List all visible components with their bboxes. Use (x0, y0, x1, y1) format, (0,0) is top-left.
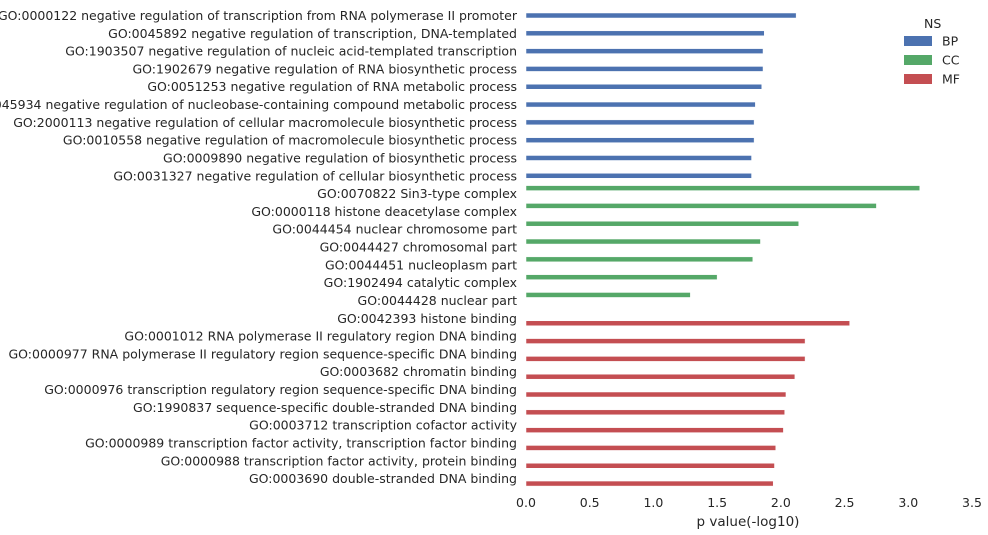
bar-bp (525, 48, 764, 54)
category-label: GO:1902679 negative regulation of RNA bi… (132, 61, 517, 76)
x-axis-title: p value(-log10) (697, 514, 800, 530)
legend-swatch-mf (904, 74, 932, 84)
x-tick-label: 3.5 (962, 495, 982, 510)
x-tick-label: 1.5 (707, 495, 727, 510)
bar-bp (525, 12, 797, 19)
bar-cc (525, 256, 754, 263)
category-label: GO:0000976 transcription regulatory regi… (44, 382, 517, 397)
category-label: GO:0045892 negative regulation of transc… (108, 26, 517, 41)
x-axis-ticks-group: 0.0 0.5 1.0 1.5 2.0 2.5 3.0 3.5 (516, 495, 982, 510)
bar-bp (525, 155, 752, 161)
bar-bp (525, 83, 762, 90)
bar-bp (525, 66, 764, 72)
x-tick-label: 3.0 (898, 495, 918, 510)
bar-cc (525, 292, 691, 298)
category-label: GO:0045934 negative regulation of nucleo… (0, 97, 517, 112)
legend-title: NS (924, 16, 941, 31)
category-label: GO:1902494 catalytic complex (324, 275, 517, 290)
category-label: GO:2000113 negative regulation of cellul… (13, 115, 517, 130)
legend-swatch-cc (904, 55, 932, 65)
category-label: GO:0051253 negative regulation of RNA me… (147, 79, 517, 94)
bar-mf (525, 445, 777, 451)
bar-mf (525, 356, 806, 362)
category-label: GO:0044427 chromosomal part (320, 240, 517, 255)
category-label: GO:0003682 chromatin binding (320, 364, 517, 379)
category-label: GO:1903507 negative regulation of nuclei… (65, 44, 517, 59)
category-label: GO:0070822 Sin3-type complex (317, 186, 517, 201)
legend: NS BP CC MF (904, 16, 960, 87)
legend-label-mf: MF (942, 72, 960, 87)
bar-mf (525, 427, 784, 433)
legend-label-cc: CC (942, 53, 960, 68)
category-label: GO:0044428 nuclear part (358, 293, 518, 308)
category-labels-group: GO:0000122 negative regulation of transc… (0, 8, 518, 486)
category-label: GO:0003690 double-stranded DNA binding (249, 471, 517, 486)
bar-cc (525, 203, 877, 209)
category-label: GO:0000118 histone deacetylase complex (251, 204, 517, 219)
bar-bp (525, 137, 755, 143)
legend-swatch-bp (904, 36, 932, 46)
bars-group (525, 12, 920, 487)
bar-bp (525, 173, 752, 179)
bar-bp (525, 119, 755, 126)
bar-cc (525, 238, 761, 245)
legend-label-bp: BP (942, 34, 959, 49)
bar-mf (525, 409, 785, 416)
bar-mf (525, 320, 850, 327)
bar-bp (525, 101, 756, 108)
category-label: GO:0000989 transcription factor activity… (85, 435, 517, 450)
category-label: GO:0009890 negative regulation of biosyn… (163, 150, 517, 165)
x-tick-label: 2.0 (771, 495, 791, 510)
category-label: GO:1990837 sequence-specific double-stra… (133, 400, 517, 415)
category-label: GO:0031327 negative regulation of cellul… (113, 168, 517, 183)
category-label: GO:0000988 transcription factor activity… (161, 453, 517, 468)
bar-mf (525, 373, 796, 380)
bar-cc (525, 274, 718, 280)
bar-cc (525, 220, 799, 227)
bar-mf (525, 463, 775, 469)
category-label: GO:0001012 RNA polymerase II regulatory … (124, 329, 517, 344)
x-tick-label: 1.0 (643, 495, 663, 510)
bar-mf (525, 480, 774, 487)
bar-mf (525, 391, 787, 398)
category-label: GO:0000977 RNA polymerase II regulatory … (8, 346, 517, 361)
category-label: GO:0000122 negative regulation of transc… (0, 8, 518, 23)
category-label: GO:0044454 nuclear chromosome part (272, 222, 517, 237)
x-tick-label: 2.5 (835, 495, 855, 510)
x-tick-label: 0.0 (516, 495, 536, 510)
bar-bp (525, 30, 765, 37)
bar-cc (525, 185, 920, 191)
category-label: GO:0003712 transcription cofactor activi… (249, 418, 517, 433)
bar-mf (525, 338, 806, 344)
x-tick-label: 0.5 (580, 495, 600, 510)
category-label: GO:0044451 nucleoplasm part (325, 257, 517, 272)
category-label: GO:0042393 histone binding (337, 311, 517, 326)
category-label: GO:0010558 negative regulation of macrom… (63, 133, 517, 148)
